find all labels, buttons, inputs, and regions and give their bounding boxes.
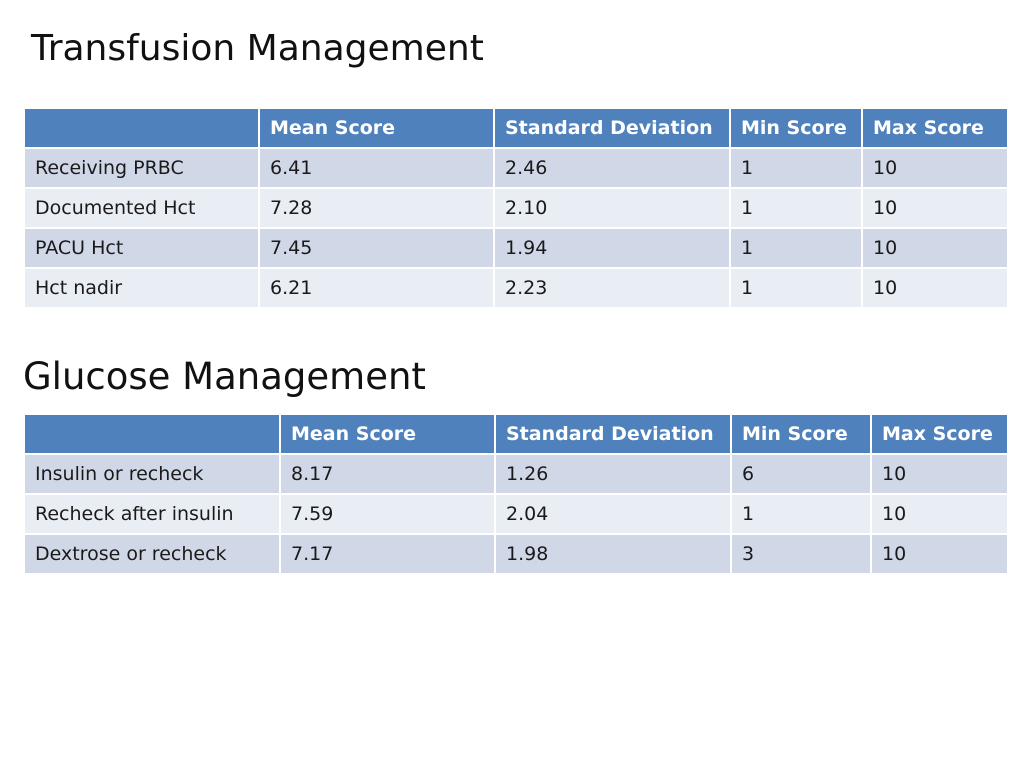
header-mean-score: Mean Score	[279, 413, 496, 455]
mean-score-cell: 6.21	[258, 267, 495, 309]
standard-deviation-cell: 1.98	[494, 533, 732, 575]
header-mean-score: Mean Score	[258, 107, 495, 149]
max-score-cell: 10	[861, 267, 1009, 309]
mean-score-cell: 8.17	[279, 453, 496, 495]
min-score-cell: 6	[730, 453, 872, 495]
table-row: Dextrose or recheck 7.17 1.98 3 10	[23, 533, 1009, 575]
row-label: Insulin or recheck	[23, 453, 281, 495]
min-score-cell: 1	[729, 147, 863, 189]
table-row: Recheck after insulin 7.59 2.04 1 10	[23, 493, 1009, 535]
header-blank-cell	[23, 413, 281, 455]
min-score-cell: 1	[729, 267, 863, 309]
max-score-cell: 10	[870, 453, 1009, 495]
row-label: Hct nadir	[23, 267, 260, 309]
transfusion-title: Transfusion Management	[31, 28, 484, 69]
glucose-table: Mean Score Standard Deviation Min Score …	[23, 413, 1009, 575]
table-row: Documented Hct 7.28 2.10 1 10	[23, 187, 1009, 229]
row-label: Receiving PRBC	[23, 147, 260, 189]
table-header-row: Mean Score Standard Deviation Min Score …	[23, 413, 1009, 455]
header-min-score: Min Score	[729, 107, 863, 149]
header-max-score: Max Score	[870, 413, 1009, 455]
standard-deviation-cell: 1.26	[494, 453, 732, 495]
row-label: Recheck after insulin	[23, 493, 281, 535]
table-header-row: Mean Score Standard Deviation Min Score …	[23, 107, 1009, 149]
row-label: Dextrose or recheck	[23, 533, 281, 575]
header-standard-deviation: Standard Deviation	[493, 107, 731, 149]
mean-score-cell: 7.45	[258, 227, 495, 269]
mean-score-cell: 7.17	[279, 533, 496, 575]
table-row: PACU Hct 7.45 1.94 1 10	[23, 227, 1009, 269]
table-row: Insulin or recheck 8.17 1.26 6 10	[23, 453, 1009, 495]
max-score-cell: 10	[861, 187, 1009, 229]
mean-score-cell: 7.59	[279, 493, 496, 535]
min-score-cell: 1	[729, 187, 863, 229]
max-score-cell: 10	[870, 493, 1009, 535]
min-score-cell: 1	[729, 227, 863, 269]
max-score-cell: 10	[861, 227, 1009, 269]
table-row: Hct nadir 6.21 2.23 1 10	[23, 267, 1009, 309]
glucose-title: Glucose Management	[23, 355, 426, 398]
header-standard-deviation: Standard Deviation	[494, 413, 732, 455]
table-row: Receiving PRBC 6.41 2.46 1 10	[23, 147, 1009, 189]
header-max-score: Max Score	[861, 107, 1009, 149]
mean-score-cell: 6.41	[258, 147, 495, 189]
header-min-score: Min Score	[730, 413, 872, 455]
min-score-cell: 3	[730, 533, 872, 575]
row-label: PACU Hct	[23, 227, 260, 269]
max-score-cell: 10	[861, 147, 1009, 189]
transfusion-table: Mean Score Standard Deviation Min Score …	[23, 107, 1009, 309]
header-blank-cell	[23, 107, 260, 149]
min-score-cell: 1	[730, 493, 872, 535]
standard-deviation-cell: 2.10	[493, 187, 731, 229]
standard-deviation-cell: 2.23	[493, 267, 731, 309]
standard-deviation-cell: 2.04	[494, 493, 732, 535]
max-score-cell: 10	[870, 533, 1009, 575]
standard-deviation-cell: 1.94	[493, 227, 731, 269]
standard-deviation-cell: 2.46	[493, 147, 731, 189]
row-label: Documented Hct	[23, 187, 260, 229]
mean-score-cell: 7.28	[258, 187, 495, 229]
